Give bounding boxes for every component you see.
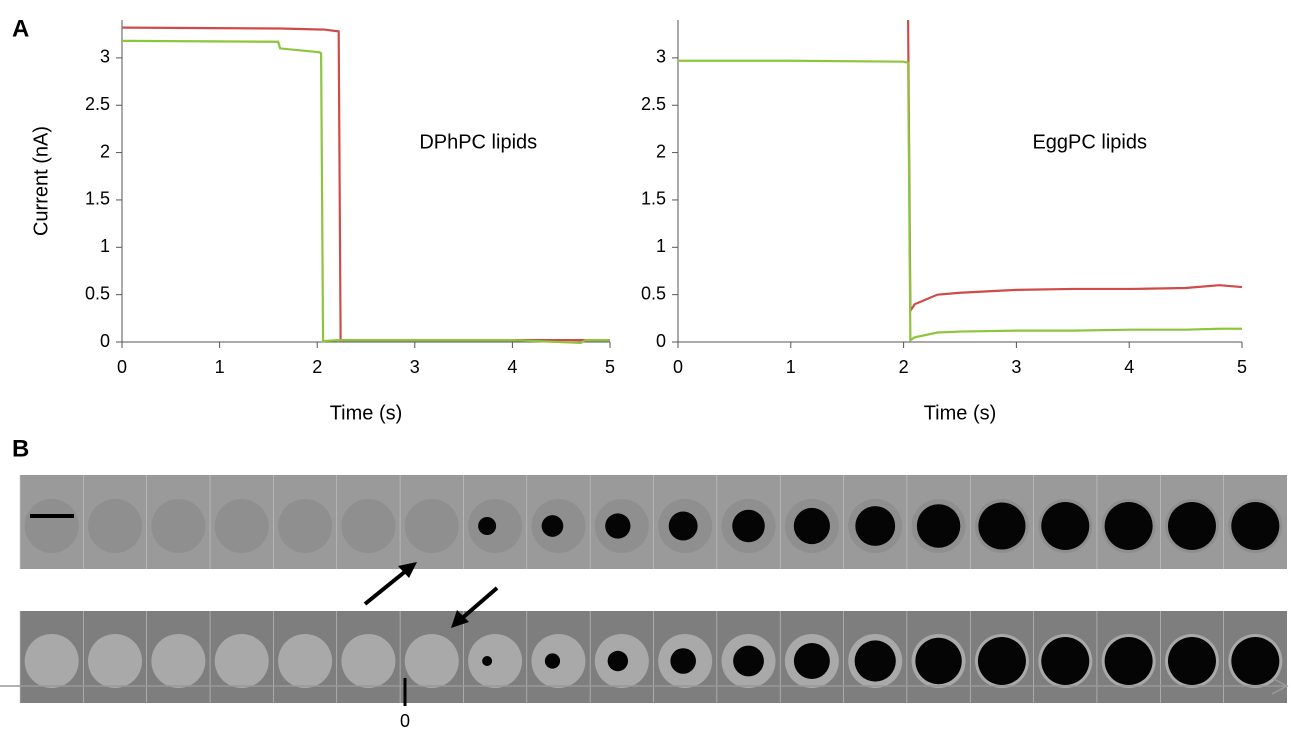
- y-tick-label: 2: [656, 141, 666, 161]
- pore: [1041, 637, 1090, 685]
- vesicle: [468, 634, 523, 688]
- x-tick-label: 2: [899, 357, 909, 377]
- pore: [1231, 637, 1280, 685]
- arrow: [363, 562, 417, 606]
- series-line: [907, 19, 1243, 315]
- y-tick-label: 1: [100, 236, 110, 256]
- y-tick-label: 0: [100, 331, 110, 351]
- pore: [478, 517, 497, 535]
- y-tick-label: 1: [656, 236, 666, 256]
- x-axis-title: Time (s): [330, 402, 403, 424]
- vesicle: [214, 634, 269, 688]
- timeline-arrowhead: [1271, 677, 1289, 695]
- x-tick-label: 3: [1011, 357, 1021, 377]
- x-tick-label: 1: [215, 357, 225, 377]
- x-tick-label: 1: [786, 357, 796, 377]
- series-line: [121, 39, 610, 345]
- pore: [915, 637, 962, 685]
- y-tick-label: 2: [100, 141, 110, 161]
- pore: [482, 656, 493, 666]
- y-tick-label: 0.5: [641, 283, 666, 303]
- panel-label: A: [12, 15, 29, 42]
- x-axis-title: Time (s): [924, 402, 997, 424]
- annotation: DPhPC lipids: [419, 131, 537, 153]
- x-tick-label: 4: [507, 357, 517, 377]
- vesicle: [404, 499, 459, 553]
- vesicle: [278, 634, 333, 688]
- arrow: [451, 586, 499, 628]
- y-tick-label: 3: [100, 47, 110, 67]
- pore: [733, 645, 764, 677]
- pore: [916, 504, 961, 548]
- x-tick-label: 3: [410, 357, 420, 377]
- x-tick-label: 5: [1237, 357, 1247, 377]
- time-zero-label: 0: [400, 711, 410, 731]
- pore: [670, 648, 696, 674]
- y-tick-label: 1.5: [85, 189, 110, 209]
- pore: [544, 653, 561, 669]
- y-tick-label: 3: [656, 47, 666, 67]
- y-axis-title: Current (nA): [30, 126, 52, 236]
- vesicle: [214, 499, 269, 553]
- y-tick-label: 0: [656, 331, 666, 351]
- vesicle: [151, 499, 206, 553]
- pore: [977, 637, 1026, 685]
- pore: [1104, 637, 1153, 685]
- vesicle: [88, 634, 143, 688]
- pore: [978, 502, 1026, 550]
- pore: [1104, 502, 1153, 550]
- pore: [1231, 502, 1280, 550]
- pore: [855, 506, 896, 546]
- pore: [607, 650, 629, 672]
- pore: [854, 640, 896, 682]
- x-tick-label: 0: [673, 357, 683, 377]
- pore: [793, 507, 830, 545]
- vesicle: [88, 499, 143, 553]
- y-tick-label: 2.5: [85, 94, 110, 114]
- panel-label: B: [12, 435, 29, 462]
- y-tick-label: 2.5: [641, 94, 666, 114]
- pore: [605, 513, 631, 539]
- vesicle: [404, 634, 459, 688]
- vesicle: [341, 634, 396, 688]
- pore: [541, 515, 564, 537]
- series-line: [121, 26, 610, 342]
- annotation: EggPC lipids: [1032, 131, 1147, 153]
- x-tick-label: 5: [605, 357, 615, 377]
- vesicle: [278, 499, 333, 553]
- vesicle: [341, 499, 396, 553]
- pore: [732, 509, 765, 543]
- pore: [1167, 502, 1216, 550]
- y-tick-label: 1.5: [641, 189, 666, 209]
- x-tick-label: 2: [312, 357, 322, 377]
- microscopy-strips: [19, 475, 1287, 703]
- vesicle: [24, 634, 79, 688]
- pore: [793, 643, 830, 679]
- vesicle: [24, 499, 79, 553]
- series-line: [678, 59, 1242, 343]
- pore: [1041, 502, 1090, 550]
- vesicle: [151, 634, 206, 688]
- pore: [668, 511, 698, 541]
- x-tick-label: 0: [117, 357, 127, 377]
- y-tick-label: 0.5: [85, 283, 110, 303]
- pore: [1167, 637, 1216, 685]
- x-tick-label: 4: [1124, 357, 1134, 377]
